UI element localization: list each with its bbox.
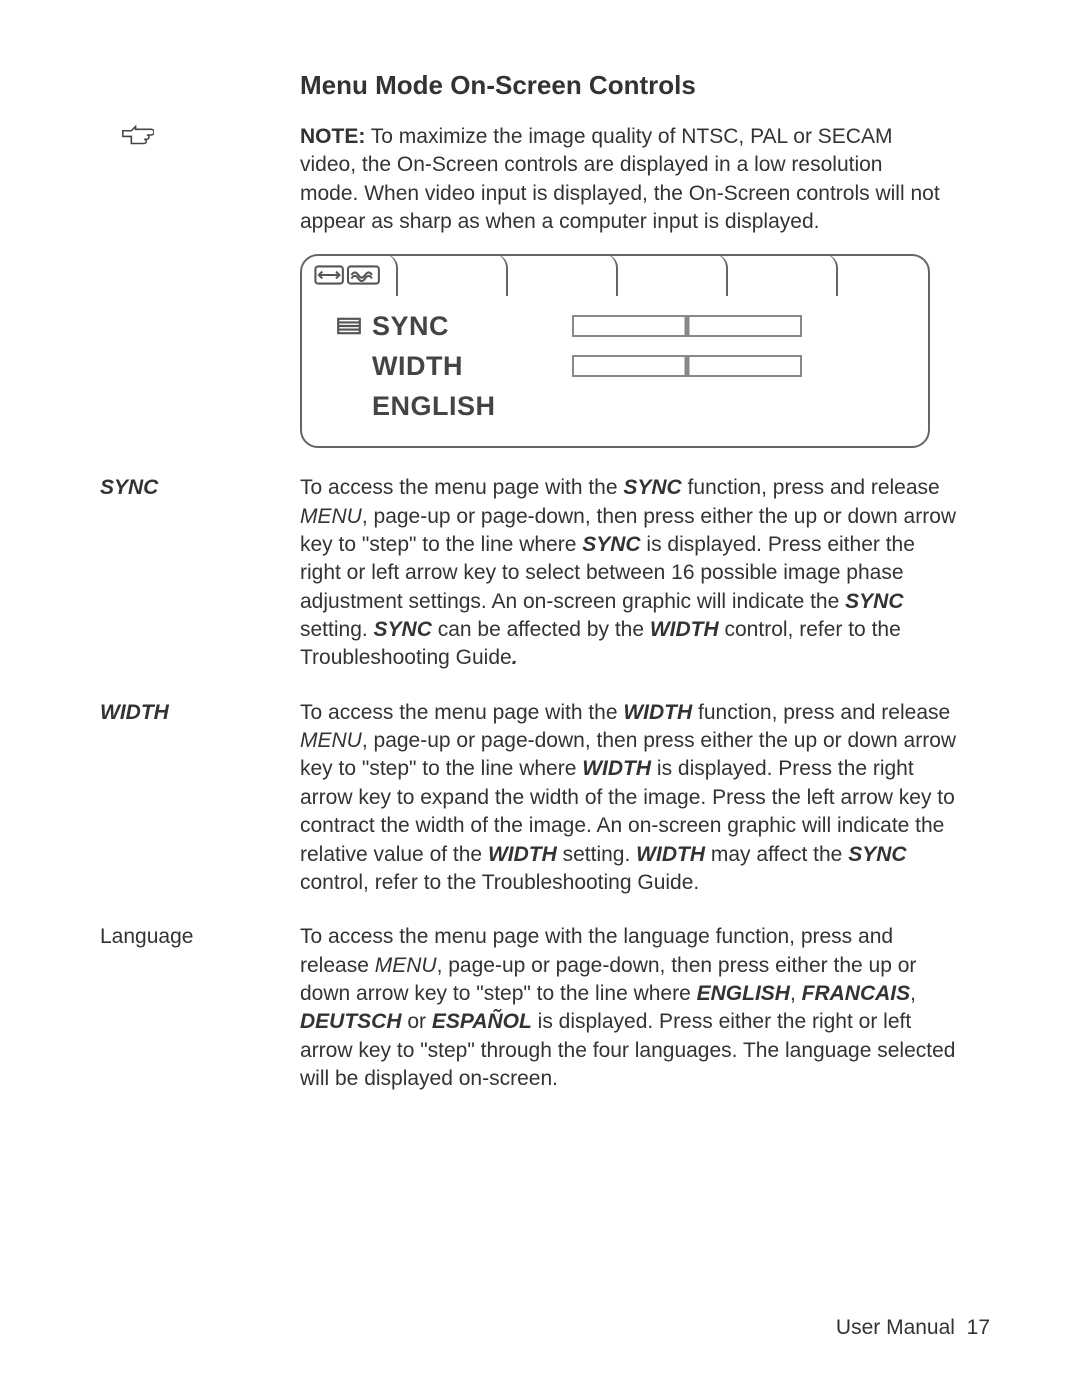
t: MENU: [300, 729, 362, 752]
osd-menu: SYNC WIDTH ENGLISH: [300, 254, 930, 448]
t: To access the menu page with the: [300, 701, 623, 724]
osd-tabs: [302, 256, 928, 296]
t: ,: [910, 982, 916, 1005]
t: DEUTSCH: [300, 1010, 402, 1033]
t: WIDTH: [650, 618, 719, 641]
t: SYNC: [845, 590, 903, 613]
footer-label: User Manual: [836, 1316, 955, 1339]
osd-tab: [398, 254, 508, 296]
osd-line-width: WIDTH: [336, 346, 908, 386]
section-width: WIDTH To access the menu page with the W…: [100, 699, 1000, 897]
t: SYNC: [582, 533, 640, 556]
t: ESPAÑOL: [432, 1010, 532, 1033]
body-language: To access the menu page with the languag…: [300, 923, 960, 1093]
body-sync: To access the menu page with the SYNC fu…: [300, 474, 960, 672]
osd-slider-width: [572, 355, 802, 377]
page-title: Menu Mode On-Screen Controls: [300, 70, 1000, 101]
page: Menu Mode On-Screen Controls NOTE: To ma…: [0, 0, 1080, 1388]
t: function, press and release: [692, 701, 950, 724]
t: or: [402, 1010, 432, 1033]
t: setting.: [300, 618, 374, 641]
slider-tick: [685, 355, 690, 377]
t: control, refer to the Troubleshooting Gu…: [300, 871, 699, 894]
osd-label-english: ENGLISH: [372, 391, 572, 422]
osd-tab: [728, 254, 838, 296]
note-block: NOTE: To maximize the image quality of N…: [100, 123, 1000, 236]
osd-slider-sync: [572, 315, 802, 337]
osd-tab: [508, 254, 618, 296]
side-label-width: WIDTH: [100, 699, 300, 725]
pointing-hand-icon: [100, 123, 170, 152]
side-label-sync: SYNC: [100, 474, 300, 500]
t: WIDTH: [582, 757, 651, 780]
t: SYNC: [374, 618, 432, 641]
osd-line-lang: ENGLISH: [336, 386, 908, 426]
t: SYNC: [623, 476, 681, 499]
t: MENU: [375, 954, 437, 977]
section-sync: SYNC To access the menu page with the SY…: [100, 474, 1000, 672]
osd-body: SYNC WIDTH ENGLISH: [302, 296, 928, 432]
t: WIDTH: [636, 843, 705, 866]
t: MENU: [300, 505, 362, 528]
t: To access the menu page with the: [300, 476, 623, 499]
note-text: NOTE: To maximize the image quality of N…: [300, 123, 940, 236]
osd-label-sync: SYNC: [372, 311, 572, 342]
page-footer: User Manual 17: [836, 1316, 990, 1340]
selection-marker-icon: [336, 317, 372, 335]
footer-page: 17: [967, 1316, 990, 1339]
t: WIDTH: [488, 843, 557, 866]
t: can be affected by the: [432, 618, 650, 641]
osd-tab: [618, 254, 728, 296]
body-width: To access the menu page with the WIDTH f…: [300, 699, 960, 897]
osd-line-sync: SYNC: [336, 306, 908, 346]
t: SYNC: [848, 843, 906, 866]
slider-tick: [685, 315, 690, 337]
t: may affect the: [705, 843, 848, 866]
note-label: NOTE:: [300, 125, 365, 148]
note-body: To maximize the image quality of NTSC, P…: [300, 125, 940, 233]
osd-tab-active: [300, 254, 398, 296]
t: WIDTH: [623, 701, 692, 724]
t: function, press and release: [682, 476, 940, 499]
t: ENGLISH: [697, 982, 790, 1005]
t: .: [512, 646, 518, 669]
osd-label-width: WIDTH: [372, 351, 572, 382]
section-language: Language To access the menu page with th…: [100, 923, 1000, 1093]
t: FRANCAIS: [802, 982, 911, 1005]
t: ,: [790, 982, 802, 1005]
t: setting.: [557, 843, 636, 866]
side-label-language: Language: [100, 923, 300, 949]
